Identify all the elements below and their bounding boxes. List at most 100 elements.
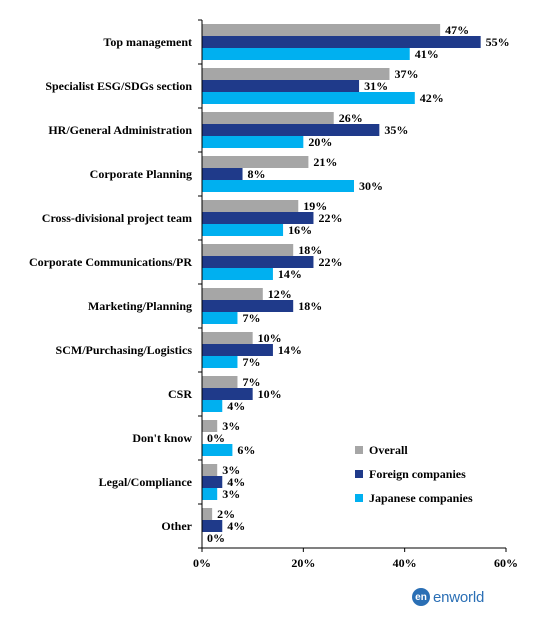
- legend-label: Japanese companies: [369, 491, 473, 505]
- legend-swatch: [355, 470, 363, 478]
- x-tick-label: 60%: [494, 556, 518, 570]
- bar: [202, 124, 380, 136]
- data-label: 20%: [308, 135, 332, 149]
- bar: [202, 168, 243, 180]
- bar: [202, 312, 238, 324]
- category-label: Other: [161, 519, 192, 533]
- bar: [202, 200, 299, 212]
- data-label: 4%: [227, 519, 245, 533]
- x-tick-label: 0%: [193, 556, 211, 570]
- category-label: Legal/Compliance: [99, 475, 193, 489]
- legend-label: Overall: [369, 443, 408, 457]
- data-label: 7%: [242, 355, 260, 369]
- category-label: SCM/Purchasing/Logistics: [56, 343, 193, 357]
- data-label: 14%: [278, 267, 302, 281]
- data-label: 4%: [227, 399, 245, 413]
- data-label: 21%: [313, 155, 337, 169]
- category-label: CSR: [168, 387, 192, 401]
- data-label: 14%: [278, 343, 302, 357]
- category-label: Cross-divisional project team: [42, 211, 192, 225]
- bar: [202, 24, 441, 36]
- bar: [202, 400, 223, 412]
- bar: [202, 256, 314, 268]
- category-label: Top management: [103, 35, 192, 49]
- data-label: 35%: [384, 123, 408, 137]
- data-label: 31%: [364, 79, 388, 93]
- data-label: 0%: [207, 531, 225, 545]
- bar: [202, 244, 294, 256]
- data-label: 55%: [486, 35, 510, 49]
- data-label: 0%: [207, 431, 225, 445]
- bar: [202, 376, 238, 388]
- category-label: Corporate Planning: [90, 167, 192, 181]
- data-label: 3%: [222, 463, 240, 477]
- bar: [202, 212, 314, 224]
- data-label: 7%: [242, 311, 260, 325]
- data-label: 10%: [258, 331, 282, 345]
- bar: [202, 48, 410, 60]
- data-label: 2%: [217, 507, 235, 521]
- enworld-logo: en enworld: [412, 588, 484, 606]
- logo-mark-icon: en: [412, 588, 430, 606]
- data-label: 18%: [298, 299, 322, 313]
- bars-layer: [202, 24, 481, 532]
- bar: [202, 488, 218, 500]
- logo-text: enworld: [433, 588, 485, 606]
- bar: [202, 80, 360, 92]
- data-label: 26%: [339, 111, 363, 125]
- bar: [202, 520, 223, 532]
- data-label: 6%: [237, 443, 255, 457]
- bar: [202, 156, 309, 168]
- bar: [202, 180, 354, 192]
- legend-swatch: [355, 446, 363, 454]
- data-label: 42%: [420, 91, 444, 105]
- data-label: 22%: [318, 255, 342, 269]
- data-label: 7%: [242, 375, 260, 389]
- data-label: 30%: [359, 179, 383, 193]
- bar: [202, 224, 284, 236]
- legend-swatch: [355, 494, 363, 502]
- data-label: 18%: [298, 243, 322, 257]
- data-label: 12%: [268, 287, 292, 301]
- legend: Overall Foreign companies Japanese compani…: [355, 443, 473, 505]
- data-label: 4%: [227, 475, 245, 489]
- data-label: 16%: [288, 223, 312, 237]
- bar: [202, 288, 263, 300]
- data-label: 37%: [394, 67, 418, 81]
- labels-layer: Top management 47% 55% 41% Specialist ESG/SD…: [29, 23, 510, 545]
- data-label: 8%: [248, 167, 266, 181]
- data-label: 19%: [303, 199, 327, 213]
- bar: [202, 420, 218, 432]
- bar: [202, 464, 218, 476]
- data-label: 3%: [222, 419, 240, 433]
- legend-label: Foreign companies: [369, 467, 466, 481]
- bar: [202, 476, 223, 488]
- bar: [202, 444, 233, 456]
- data-label: 47%: [445, 23, 469, 37]
- category-label: Marketing/Planning: [88, 299, 192, 313]
- category-label: HR/General Administration: [48, 123, 192, 137]
- bar: [202, 92, 415, 104]
- data-label: 41%: [415, 47, 439, 61]
- bar: [202, 388, 253, 400]
- x-tick-label: 20%: [291, 556, 315, 570]
- bar: [202, 300, 294, 312]
- data-label: 3%: [222, 487, 240, 501]
- bar: [202, 508, 213, 520]
- bar: [202, 36, 481, 48]
- bar: [202, 136, 304, 148]
- x-tick-label: 40%: [393, 556, 417, 570]
- category-label: Specialist ESG/SDGs section: [45, 79, 192, 93]
- category-label: Don't know: [132, 431, 192, 445]
- bar: [202, 344, 273, 356]
- bar: [202, 268, 273, 280]
- data-label: 10%: [258, 387, 282, 401]
- bar: [202, 332, 253, 344]
- bar: [202, 68, 390, 80]
- bar: [202, 112, 334, 124]
- data-label: 22%: [318, 211, 342, 225]
- bar: [202, 356, 238, 368]
- x-ticks: 0% 20% 40% 60%: [193, 19, 518, 570]
- category-label: Corporate Communications/PR: [29, 255, 192, 269]
